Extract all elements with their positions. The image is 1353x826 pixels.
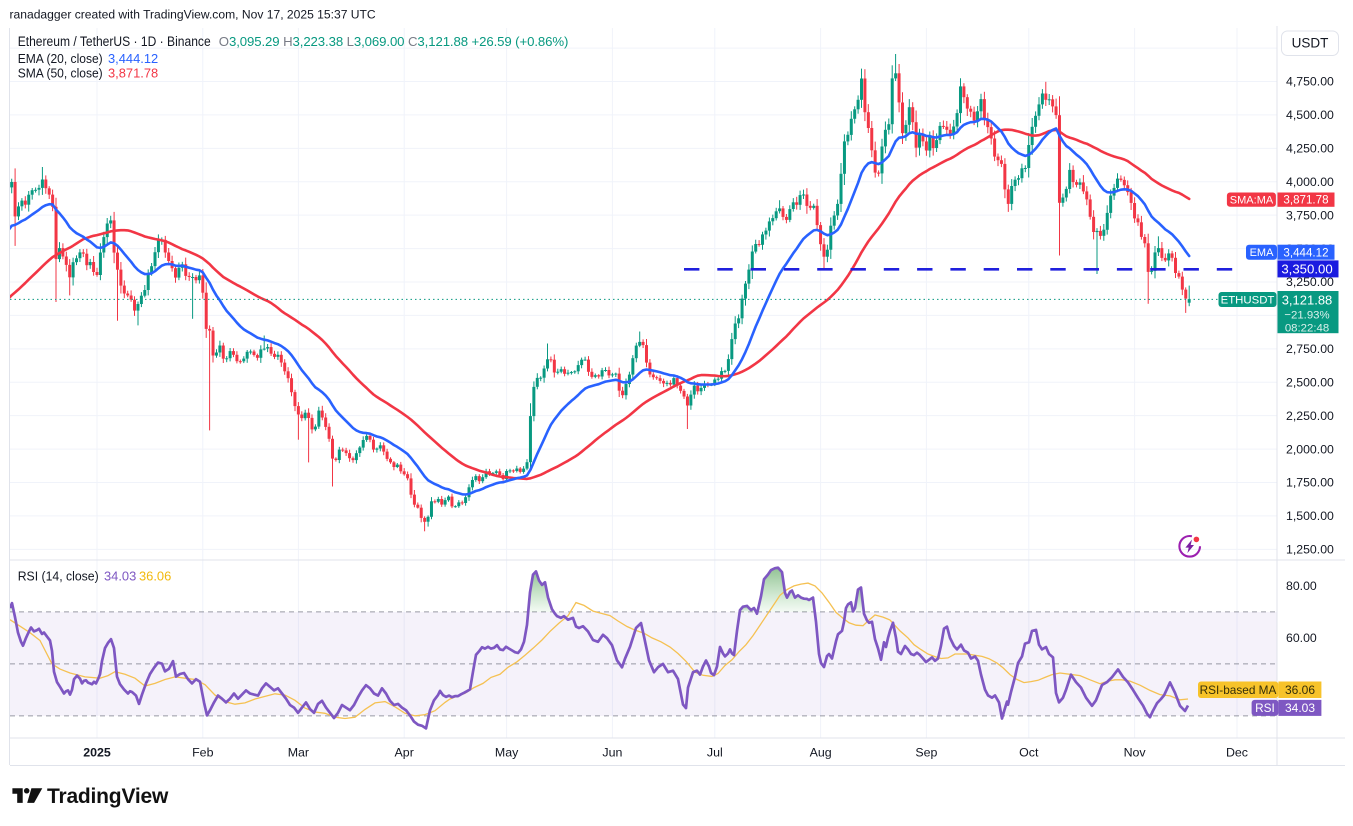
- svg-text:3,121.88: 3,121.88: [1282, 293, 1333, 308]
- svg-text:Dec: Dec: [1226, 746, 1248, 760]
- svg-text:RSI-based MA: RSI-based MA: [1200, 683, 1277, 697]
- svg-text:1,750.00: 1,750.00: [1286, 476, 1334, 490]
- svg-text:4,250.00: 4,250.00: [1286, 142, 1334, 156]
- svg-text:Apr: Apr: [395, 746, 414, 760]
- svg-text:1,250.00: 1,250.00: [1286, 543, 1334, 557]
- svg-text:SMA (50, close): SMA (50, close): [18, 65, 103, 80]
- svg-text:SMA:MA: SMA:MA: [1230, 194, 1274, 206]
- svg-text:EMA (20, close): EMA (20, close): [18, 51, 103, 66]
- svg-text:3,871.78: 3,871.78: [108, 65, 158, 80]
- svg-text:Feb: Feb: [192, 746, 213, 760]
- svg-text:80.00: 80.00: [1286, 579, 1317, 593]
- svg-text:ETHUSDT: ETHUSDT: [1221, 295, 1275, 307]
- svg-text:3,750.00: 3,750.00: [1286, 208, 1334, 222]
- svg-text:2,500.00: 2,500.00: [1286, 375, 1334, 389]
- svg-text:O3,095.29 H3,223.38 L3,069.00: O3,095.29 H3,223.38 L3,069.00 C3,121.88 …: [219, 34, 568, 49]
- svg-text:Aug: Aug: [810, 746, 832, 760]
- svg-text:3,250.00: 3,250.00: [1286, 275, 1334, 289]
- svg-text:60.00: 60.00: [1286, 631, 1317, 645]
- svg-text:2025: 2025: [83, 746, 111, 760]
- svg-text:34.03: 34.03: [104, 569, 136, 584]
- svg-text:Jun: Jun: [602, 746, 622, 760]
- svg-text:36.06: 36.06: [1285, 683, 1315, 697]
- svg-text:4,000.00: 4,000.00: [1286, 175, 1334, 189]
- svg-text:34.03: 34.03: [1285, 701, 1315, 715]
- svg-text:36.06: 36.06: [139, 569, 171, 584]
- svg-text:3,444.12: 3,444.12: [1283, 246, 1328, 259]
- svg-text:−21.93%: −21.93%: [1284, 310, 1329, 322]
- svg-text:Jul: Jul: [707, 746, 723, 760]
- svg-text:RSI: RSI: [1255, 701, 1275, 715]
- svg-text:Oct: Oct: [1019, 746, 1039, 760]
- svg-text:TradingView: TradingView: [47, 785, 169, 808]
- svg-text:ranadagger created with Tradin: ranadagger created with TradingView.com,…: [10, 8, 376, 22]
- svg-text:EMA: EMA: [1250, 247, 1275, 259]
- svg-text:08:22:48: 08:22:48: [1285, 323, 1329, 335]
- svg-text:3,444.12: 3,444.12: [108, 51, 158, 66]
- svg-text:3,871.78: 3,871.78: [1283, 194, 1328, 207]
- svg-text:USDT: USDT: [1292, 36, 1329, 51]
- svg-text:1,500.00: 1,500.00: [1286, 509, 1334, 523]
- svg-text:2,000.00: 2,000.00: [1286, 442, 1334, 456]
- svg-text:Mar: Mar: [288, 746, 309, 760]
- svg-text:2,750.00: 2,750.00: [1286, 342, 1334, 356]
- svg-text:RSI (14, close): RSI (14, close): [18, 569, 99, 584]
- svg-text:2,250.00: 2,250.00: [1286, 409, 1334, 423]
- svg-text:Ethereum / TetherUS · 1D · Bin: Ethereum / TetherUS · 1D · Binance: [18, 34, 211, 49]
- svg-text:4,500.00: 4,500.00: [1286, 108, 1334, 122]
- svg-text:4,750.00: 4,750.00: [1286, 75, 1334, 89]
- svg-text:Nov: Nov: [1124, 746, 1147, 760]
- svg-text:3,350.00: 3,350.00: [1281, 261, 1332, 276]
- svg-text:May: May: [495, 746, 519, 760]
- svg-text:Sep: Sep: [915, 746, 937, 760]
